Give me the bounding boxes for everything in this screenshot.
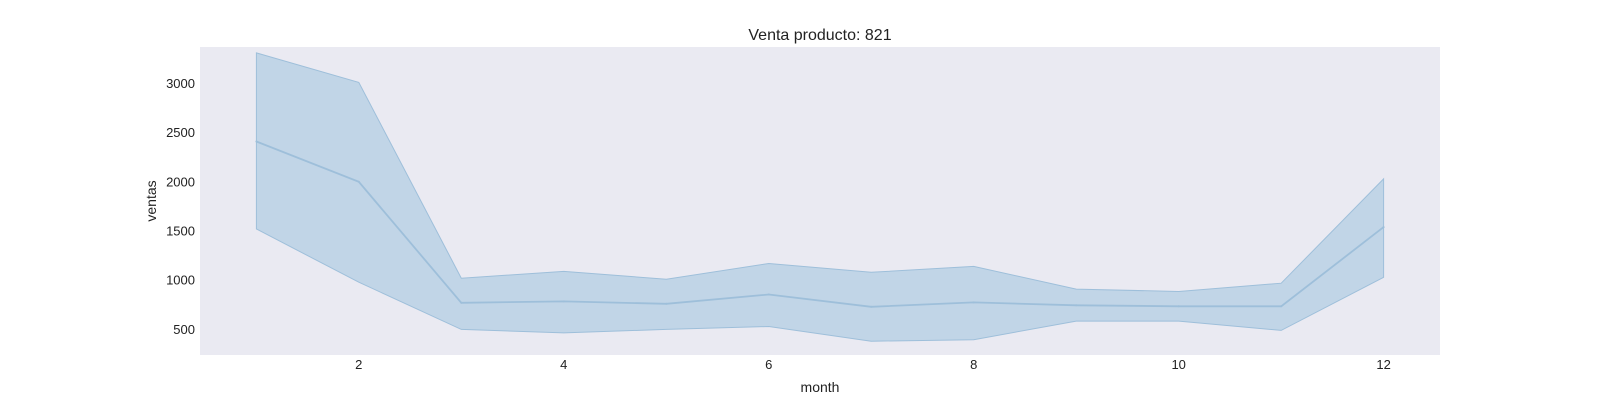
data-point	[255, 140, 258, 143]
y-tick-labels: 500 1000 1500 2000 2500 3000	[166, 76, 195, 337]
y-tick-label: 2500	[166, 125, 195, 140]
x-tick-label: 12	[1376, 357, 1390, 372]
series-line	[256, 140, 1385, 308]
x-tick-labels: 2 4 6 8 10 12	[355, 357, 1391, 372]
data-point	[972, 301, 975, 304]
confidence-band-layer	[255, 52, 1385, 342]
y-tick-label: 1000	[166, 273, 195, 288]
x-tick-label: 8	[970, 357, 977, 372]
data-point	[767, 293, 770, 296]
data-point	[1075, 304, 1078, 307]
data-point	[562, 300, 565, 303]
chart-title: Venta producto: 821	[748, 27, 891, 44]
y-axis-label: ventas	[143, 180, 159, 221]
x-tick-label: 10	[1171, 357, 1185, 372]
y-tick-label: 2000	[166, 174, 195, 189]
y-tick-label: 500	[173, 322, 195, 337]
y-tick-label: 3000	[166, 76, 195, 91]
data-point	[357, 180, 360, 183]
x-tick-label: 6	[765, 357, 772, 372]
data-point	[1280, 305, 1283, 308]
y-tick-label: 1500	[166, 224, 195, 239]
data-point	[1382, 226, 1385, 229]
series-line-layer	[255, 140, 1385, 308]
data-point	[665, 302, 668, 305]
data-point	[460, 301, 463, 304]
confidence-band	[255, 52, 1385, 342]
x-tick-label: 2	[355, 357, 362, 372]
data-point	[870, 305, 873, 308]
x-tick-label: 4	[560, 357, 567, 372]
x-axis-label: month	[801, 379, 840, 395]
data-point	[1177, 305, 1180, 308]
